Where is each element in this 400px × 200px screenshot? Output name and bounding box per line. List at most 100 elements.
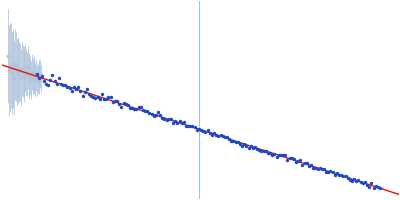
Point [204, 128, 211, 131]
Point [127, 107, 133, 110]
Point [24, 73, 30, 76]
Point [217, 134, 224, 137]
Point [252, 145, 258, 148]
Point [36, 76, 43, 79]
Point [176, 119, 183, 122]
Point [222, 136, 228, 139]
Point [243, 145, 250, 148]
Point [26, 76, 32, 80]
Point [13, 65, 19, 68]
Point [34, 79, 40, 82]
Point [27, 74, 34, 77]
Point [299, 163, 306, 166]
Point [234, 140, 241, 143]
Point [237, 142, 243, 146]
Point [120, 102, 127, 105]
Point [131, 108, 138, 111]
Point [334, 172, 340, 175]
Point [166, 117, 172, 120]
Point [206, 132, 213, 135]
Point [86, 93, 92, 96]
Point [114, 99, 120, 103]
Point [375, 185, 381, 188]
Point [8, 71, 15, 74]
Point [260, 149, 267, 153]
Point [312, 166, 318, 170]
Point [32, 78, 38, 81]
Point [164, 118, 170, 122]
Point [103, 97, 110, 100]
Point [362, 181, 368, 184]
Point [28, 79, 34, 82]
Point [368, 182, 375, 185]
Point [157, 114, 163, 117]
Point [360, 182, 366, 185]
Point [116, 102, 122, 105]
Point [20, 69, 27, 73]
Point [254, 147, 260, 150]
Point [47, 78, 54, 81]
Point [40, 79, 47, 82]
Point [133, 108, 140, 111]
Point [353, 179, 360, 182]
Point [364, 183, 370, 186]
Point [71, 86, 77, 89]
Point [66, 86, 73, 89]
Point [276, 154, 282, 157]
Point [327, 169, 334, 173]
Point [24, 66, 31, 69]
Point [34, 72, 40, 76]
Point [19, 68, 25, 71]
Point [342, 174, 349, 177]
Point [138, 106, 144, 109]
Point [170, 121, 176, 125]
Point [377, 187, 383, 190]
Point [194, 129, 200, 132]
Point [90, 96, 96, 99]
Point [58, 82, 64, 85]
Point [349, 179, 355, 182]
Point [316, 167, 323, 170]
Point [15, 67, 22, 70]
Point [22, 66, 28, 69]
Point [60, 83, 66, 86]
Point [304, 162, 310, 165]
Point [321, 167, 327, 171]
Point [211, 132, 217, 135]
Point [136, 106, 142, 109]
Point [344, 176, 351, 179]
Point [54, 83, 60, 86]
Point [297, 159, 304, 162]
Point [148, 112, 155, 115]
Point [293, 160, 299, 163]
Point [267, 151, 273, 154]
Point [213, 133, 220, 136]
Point [161, 117, 168, 120]
Point [7, 66, 13, 69]
Point [174, 121, 181, 125]
Point [269, 153, 276, 157]
Point [185, 125, 191, 128]
Point [68, 90, 75, 93]
Point [183, 124, 189, 127]
Point [84, 87, 90, 90]
Point [30, 74, 36, 78]
Point [62, 83, 68, 87]
Point [250, 146, 256, 149]
Point [17, 70, 23, 73]
Point [209, 133, 215, 136]
Point [99, 93, 105, 96]
Point [8, 64, 14, 67]
Point [187, 124, 194, 128]
Point [88, 94, 94, 98]
Point [129, 106, 135, 109]
Point [215, 134, 222, 137]
Point [49, 74, 56, 77]
Point [323, 170, 329, 173]
Point [280, 154, 286, 157]
Point [230, 139, 237, 143]
Point [21, 76, 28, 79]
Point [172, 119, 178, 122]
Point [192, 125, 198, 129]
Point [43, 83, 49, 86]
